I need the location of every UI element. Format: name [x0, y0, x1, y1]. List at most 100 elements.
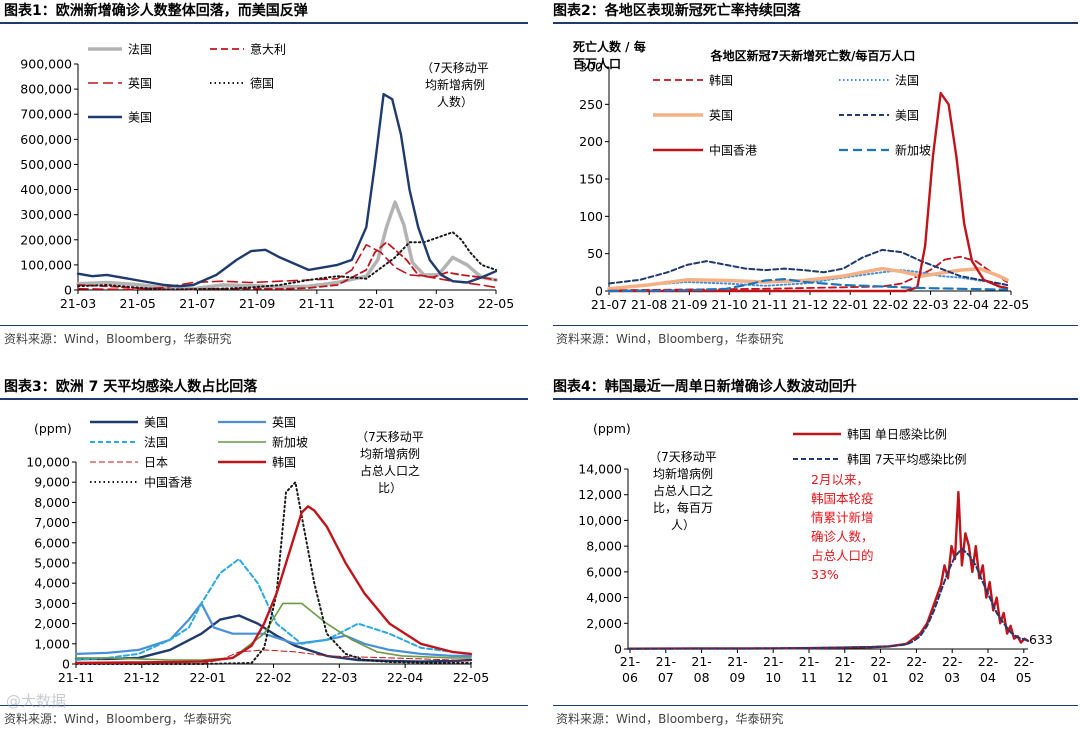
- x-tick-label: 21-07: [179, 296, 215, 311]
- chart2-ylabel-line: 百万人口: [573, 56, 621, 71]
- chart3-bottom-rule: [0, 705, 528, 706]
- x-tick-label: 09: [729, 670, 745, 685]
- x-tick-label: 22-02: [255, 670, 291, 685]
- chart4-red-note-line: 情累计新增: [811, 510, 874, 525]
- x-tick-label: 21-11: [752, 297, 788, 312]
- x-tick-label: 21-: [691, 654, 711, 669]
- chart1-svg: 0 100,000 200,000 300,000 400,000 500,000 600,…: [20, 42, 514, 312]
- y-tick-label: 2,000: [586, 616, 622, 631]
- x-tick-label: 21-: [835, 654, 855, 669]
- chart3-annotation-line: 比）: [378, 481, 402, 495]
- legend-label-韩国: 韩国: [709, 73, 733, 88]
- y-tick-label: 800,000: [20, 82, 72, 97]
- legend-label-德国: 德国: [250, 76, 274, 91]
- legend-label-美国: 美国: [895, 109, 919, 123]
- series-line-英国: [77, 244, 497, 291]
- x-tick-label: 22-02: [872, 297, 908, 312]
- y-tick-label: 300,000: [20, 207, 72, 222]
- x-tick-label: 22-05: [993, 297, 1029, 312]
- x-tick-label: 21-: [799, 654, 819, 669]
- series-line-日本: [75, 649, 472, 665]
- series-line-美国: [608, 248, 1009, 286]
- x-tick-label: 21-09: [671, 297, 707, 312]
- chart4-annotation-line: （7天移动平: [649, 450, 717, 464]
- x-tick-label: 22-: [906, 654, 926, 669]
- series-line-中国香港: [607, 91, 1009, 293]
- chart4-source: 资料来源：Wind，Bloomberg，华泰研究: [556, 712, 784, 726]
- series-line-德国: [77, 231, 497, 291]
- x-tick-label: 06: [622, 670, 638, 685]
- x-tick-label: 08: [694, 670, 710, 685]
- x-tick-label: 22-03: [321, 670, 357, 685]
- series-line-中国香港: [75, 481, 472, 665]
- x-tick-label: 11: [801, 670, 817, 685]
- x-tick-label: 21-07: [591, 297, 627, 312]
- chart4-annotation-line: 人）: [671, 518, 695, 532]
- x-tick-label: 22-: [1014, 654, 1034, 669]
- chart4-annotation-line: 均新增病例: [653, 466, 713, 481]
- x-tick-label: 21-: [727, 654, 747, 669]
- legend-label-英国: 英国: [128, 77, 152, 91]
- y-tick-label: 50: [587, 246, 603, 261]
- x-tick-label: 22-01: [190, 670, 226, 685]
- y-tick-label: 3,000: [34, 596, 70, 611]
- series-line-新加坡: [607, 278, 1009, 293]
- x-tick-label: 22-05: [453, 670, 489, 685]
- chart2-svg: 0 50 100 150 200 250 300 21-07 21-08 21-09 21-10 21…: [573, 39, 1029, 312]
- y-tick-label: 0: [614, 642, 622, 657]
- y-tick-label: 700,000: [20, 107, 72, 122]
- chart4-title-rule: [553, 398, 1078, 400]
- x-tick-label: 22-: [942, 654, 962, 669]
- legend-label-美国: 美国: [144, 416, 168, 430]
- x-tick-label: 21-05: [120, 296, 156, 311]
- legend-label-韩国: 韩国: [272, 455, 296, 470]
- y-tick-label: 500,000: [20, 157, 72, 172]
- chart3-annotation-line: 均新增病例: [360, 446, 420, 461]
- legend-label-美国: 美国: [128, 111, 152, 125]
- x-tick-label: 22-03: [912, 297, 948, 312]
- x-tick-label: 02: [908, 670, 924, 685]
- chart3-svg: 0 1,000 2,000 3,000 4,000 5,000 6,000 7,000 8,00…: [26, 416, 489, 686]
- x-tick-label: 21-08: [631, 297, 667, 312]
- chart4-bottom-rule: [553, 705, 1078, 706]
- series-line-英国: [607, 266, 1009, 291]
- x-tick-label: 21-: [656, 654, 676, 669]
- chart2-title-rule: [553, 22, 1078, 24]
- y-tick-label: 200: [579, 134, 603, 149]
- chart3-title: 图表3：欧洲 7 天平均感染人数占比回落: [4, 379, 258, 395]
- y-tick-label: 12,000: [578, 487, 622, 502]
- series-line-法国: [75, 558, 472, 661]
- x-tick-label: 22-04: [387, 670, 423, 685]
- x-tick-label: 21-: [763, 654, 783, 669]
- y-tick-label: 1,000: [34, 636, 70, 651]
- series-line-英国: [74, 602, 473, 657]
- series-line-意大利: [77, 241, 497, 291]
- legend-label-法国: 法国: [144, 436, 168, 450]
- chart1-bottom-rule: [0, 325, 528, 326]
- x-tick-label: 01: [873, 670, 889, 685]
- chart1-annotation-line: （7天移动平: [421, 61, 489, 75]
- y-tick-label: 8,000: [586, 539, 622, 554]
- legend-label-法国: 法国: [895, 74, 919, 88]
- legend-label-中国香港: 中国香港: [144, 475, 192, 490]
- y-tick-label: 8,000: [34, 495, 70, 510]
- y-tick-label: 100,000: [20, 257, 72, 272]
- y-tick-label: 200,000: [20, 232, 72, 247]
- watermark: @大数据: [6, 692, 67, 710]
- chart4-title: 图表4：韩国最近一周单日新增确诊人数波动回升: [553, 379, 857, 395]
- x-tick-label: 22-05: [478, 296, 514, 311]
- series-line-美国: [76, 92, 498, 288]
- y-tick-label: 0: [64, 283, 72, 298]
- legend-label-韩国 单日感染比例: 韩国 单日感染比例: [847, 427, 947, 442]
- x-tick-label: 10: [765, 670, 781, 685]
- legend-label-英国: 英国: [272, 416, 296, 430]
- y-tick-label: 0: [62, 657, 70, 672]
- y-tick-label: 9,000: [34, 475, 70, 490]
- chart4-red-note-line: 占总人口的: [811, 548, 874, 563]
- chart4-red-note-line: 韩国本轮疫: [811, 491, 874, 506]
- series-line-法国: [76, 200, 498, 291]
- chart3-annotation-line: 占总人口之: [360, 463, 420, 478]
- series-line-韩国: [74, 505, 473, 665]
- x-tick-label: 21-12: [792, 297, 828, 312]
- y-tick-label: 300: [579, 60, 603, 75]
